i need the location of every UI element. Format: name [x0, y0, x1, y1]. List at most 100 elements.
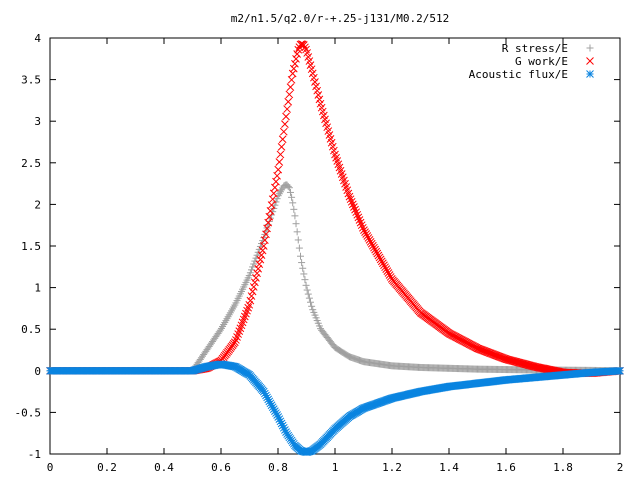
- data-point: [253, 251, 261, 259]
- data-point: [289, 199, 297, 207]
- data-point: [295, 244, 303, 252]
- data-point: [373, 249, 382, 258]
- data-point: [302, 281, 310, 289]
- data-point: [293, 228, 301, 236]
- data-point: [372, 247, 381, 256]
- y-tick-label: 2: [34, 198, 41, 211]
- plot-border: [49, 37, 621, 455]
- data-point: [286, 188, 294, 196]
- y-tick-label: 3: [34, 115, 41, 128]
- data-point: [296, 252, 304, 260]
- x-tick-label: 0.2: [97, 461, 117, 474]
- legend-marker: [586, 57, 594, 65]
- data-point: [275, 158, 284, 166]
- data-point: [262, 227, 270, 235]
- data-point: [386, 273, 395, 281]
- series-1: [46, 40, 624, 378]
- data-point: [352, 208, 361, 217]
- x-tick-label: 1.8: [553, 461, 573, 474]
- data-point: [246, 296, 255, 305]
- data-point: [249, 283, 258, 291]
- data-point: [358, 223, 367, 232]
- data-point: [308, 69, 317, 78]
- legend-markers: [586, 44, 594, 78]
- data-point: [315, 95, 324, 104]
- data-point: [298, 259, 306, 267]
- x-tick-label: 0.4: [154, 461, 174, 474]
- data-point: [312, 82, 320, 91]
- data-point: [216, 326, 224, 334]
- data-point: [285, 90, 294, 99]
- data-point: [383, 267, 392, 275]
- y-tick-label: 1: [34, 282, 41, 295]
- data-point: [301, 43, 309, 52]
- data-point: [303, 286, 311, 294]
- y-tick-label: 0: [34, 365, 41, 378]
- x-tick-label: 1.6: [496, 461, 516, 474]
- data-point: [368, 241, 377, 250]
- y-tick-label: 4: [34, 32, 41, 45]
- data-point: [284, 97, 293, 106]
- data-point: [382, 265, 391, 273]
- data-point: [249, 263, 257, 271]
- x-tick-label: 1: [332, 461, 339, 474]
- legend: R stress/E G work/E Acoustic flux/E: [469, 42, 594, 81]
- data-point: [274, 165, 283, 174]
- data-point: [384, 269, 393, 277]
- y-tick-label: 3.5: [21, 74, 41, 87]
- data-point: [287, 75, 296, 84]
- data-point: [283, 105, 291, 113]
- data-point: [294, 45, 303, 54]
- data-point: [371, 245, 379, 254]
- data-point: [278, 135, 287, 144]
- y-tick-label: 1.5: [21, 240, 41, 253]
- data-point: [364, 234, 373, 242]
- data-point: [230, 338, 239, 347]
- data-point: [257, 251, 266, 259]
- x-tick-label: 0.6: [211, 461, 231, 474]
- y-tick-label: -0.5: [15, 406, 42, 419]
- y-tick-label: 0.5: [21, 323, 41, 336]
- data-point: [365, 236, 374, 244]
- x-tick-label: 0.8: [268, 461, 288, 474]
- data-point: [355, 216, 364, 224]
- data-point: [363, 232, 372, 240]
- data-point: [252, 273, 260, 282]
- data-point: [313, 86, 322, 95]
- data-point: [299, 41, 308, 49]
- series-layer: [46, 40, 624, 457]
- data-point: [291, 212, 299, 220]
- data-point: [362, 230, 371, 238]
- data-point: [308, 302, 316, 310]
- data-point: [305, 294, 313, 302]
- x-tick-label: 1.4: [439, 461, 459, 474]
- y-tick-label: 2.5: [21, 157, 41, 170]
- series-0: [46, 181, 624, 375]
- data-point: [277, 142, 286, 151]
- data-point: [309, 73, 318, 82]
- data-point: [353, 210, 362, 219]
- data-point: [254, 264, 263, 273]
- data-point: [314, 91, 323, 99]
- data-point: [346, 195, 355, 204]
- data-point: [282, 112, 290, 121]
- data-point: [250, 278, 259, 287]
- x-tick-label: 0: [47, 461, 54, 474]
- data-point: [351, 205, 359, 214]
- data-point: [270, 204, 278, 212]
- legend-marker: [586, 70, 594, 78]
- data-point: [291, 59, 299, 68]
- data-point: [258, 246, 267, 255]
- plot-frame: [49, 37, 621, 455]
- axis-ticks: 0 0.2 0.4 0.6 0.8 1 1.2 1.4 1.6 1.8 2 -1 -0.5 0 0.5 1 1.…: [15, 32, 624, 474]
- data-point: [255, 260, 264, 269]
- legend-label-g-work: G work/E: [515, 55, 568, 68]
- data-point: [292, 55, 300, 63]
- data-point: [285, 184, 293, 192]
- series-2: [46, 360, 624, 457]
- data-point: [616, 366, 624, 375]
- data-point: [356, 218, 365, 227]
- y-tick-label: -1: [28, 448, 41, 461]
- data-point: [385, 271, 394, 279]
